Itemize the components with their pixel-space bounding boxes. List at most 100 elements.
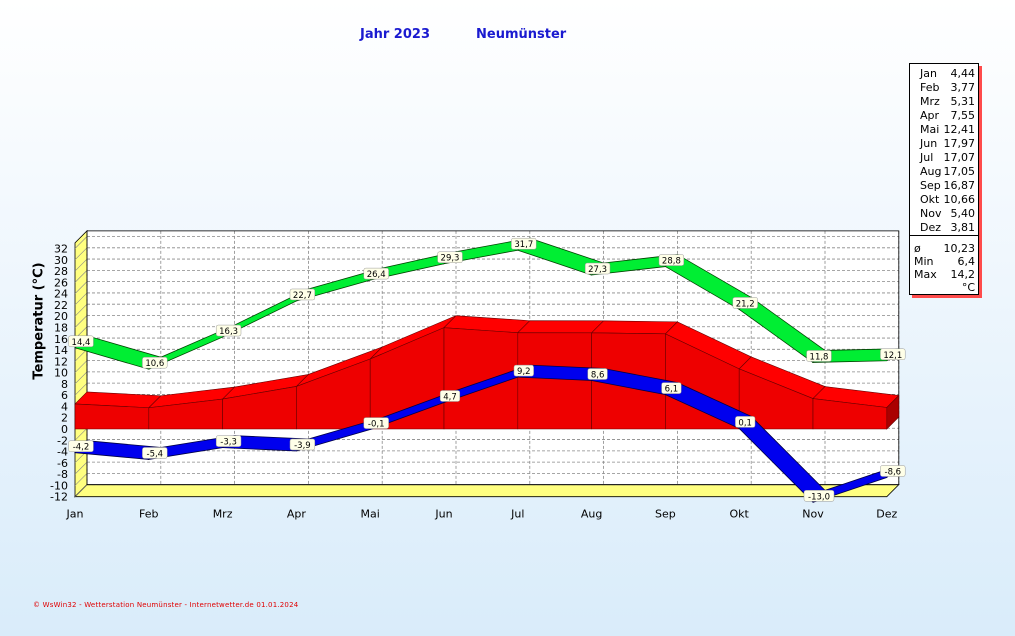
y-tick-label: 0: [61, 423, 68, 436]
max-label-box: [732, 297, 758, 309]
min-label-box: [513, 364, 534, 377]
stat-key: Nov: [920, 207, 942, 220]
stat-key: Jan: [920, 67, 937, 80]
stat-value: 10,66: [943, 193, 976, 206]
y-gridline-depth: [74, 258, 88, 272]
y-tick-label: 8: [61, 378, 68, 391]
stat-row-month: Mai 12,41: [910, 123, 978, 137]
max-label-box: [215, 324, 242, 337]
min-data-label: 8,6: [591, 370, 605, 380]
y-gridline-depth: [74, 303, 88, 317]
y-gridline-depth: [74, 292, 88, 306]
y-tick-label: 12: [54, 355, 68, 368]
min-data-label: -3,3: [220, 438, 237, 448]
y-gridline-depth: [74, 349, 88, 362]
stat-value: 6,4: [957, 255, 976, 268]
stat-key: Mai: [920, 123, 940, 136]
x-tick-label: Dez: [876, 508, 897, 521]
stat-key: Apr: [920, 109, 940, 122]
y-tick-label: 6: [61, 389, 68, 402]
stat-row-summary: Min 6,4: [910, 255, 978, 269]
x-tick-label: Aug: [581, 508, 602, 521]
y-tick-label: -10: [50, 479, 68, 492]
stats-divider: [910, 235, 978, 236]
y-tick-label: 16: [54, 333, 68, 346]
min-label-box: [289, 438, 316, 451]
stat-value: 5,31: [950, 95, 976, 108]
min-label-box: [142, 447, 168, 459]
chart-station-title: Neumünster: [476, 27, 567, 42]
y-gridline-depth: [74, 315, 88, 328]
stat-key: Feb: [920, 81, 940, 94]
y-tick-label: -2: [57, 434, 68, 447]
min-data-label: 9,2: [517, 367, 531, 377]
stat-value: 17,07: [943, 151, 976, 164]
floor: [74, 484, 900, 498]
stat-key: Jul: [920, 151, 934, 164]
data-labels: 14,4 10,6 16,3 22,7 26,4 29,3 31,7 27,3 28,8 21,2…: [68, 237, 906, 502]
stat-row-month: Okt 10,66: [910, 193, 978, 207]
mean-area-front: [74, 403, 150, 430]
y-tick-label: 26: [54, 276, 68, 289]
y-tick-label: 20: [54, 310, 68, 323]
y-tick-label: -12: [50, 491, 68, 504]
x-tick-label: Jan: [66, 508, 84, 521]
stat-row-month: Sep 16,87: [910, 179, 978, 193]
stat-value: °C: [961, 281, 975, 294]
max-data-label: 29,3: [441, 254, 460, 264]
chart-year-title: Jahr 2023: [360, 27, 430, 42]
min-label-box: [803, 490, 835, 502]
max-label-box: [437, 251, 463, 263]
stat-row-month: Feb 3,77: [910, 81, 978, 95]
max-data-label: 11,8: [810, 352, 829, 362]
stat-row-month: Apr 7,55: [910, 109, 978, 123]
mean-area-top: [517, 320, 605, 334]
stat-row-month: Jan 4,44: [910, 67, 978, 81]
min-data-label: -5,4: [147, 449, 164, 459]
min-data-label: 4,7: [443, 392, 457, 402]
max-label-box: [880, 348, 906, 361]
max-data-label: 12,1: [883, 351, 902, 361]
y-gridline-depth: [74, 484, 88, 497]
x-tick-label: Mai: [361, 508, 380, 521]
max-data-label: 21,2: [736, 299, 755, 309]
y-tick-label: 22: [54, 299, 68, 312]
stat-value: 7,55: [950, 109, 976, 122]
mean-area-top: [590, 320, 679, 335]
stat-value: 4,44: [950, 67, 976, 80]
stat-row-unit: °C: [910, 281, 978, 295]
stat-row-summary: Max 14,2: [910, 268, 978, 282]
min-data-label: -13,0: [808, 492, 830, 502]
y-tick-label: 18: [54, 321, 68, 334]
max-label-box: [289, 288, 316, 301]
x-tick-label: Apr: [287, 508, 307, 521]
y-tick-label: -6: [57, 457, 68, 470]
stat-value: 12,41: [943, 123, 976, 136]
min-data-label: -0,1: [368, 420, 385, 430]
x-tick-label: Okt: [730, 508, 750, 521]
stat-key: ø: [914, 242, 921, 255]
stat-row-month: Aug 17,05: [910, 165, 978, 179]
stat-row-summary: ø 10,23: [910, 242, 978, 256]
x-tick-label: Jun: [434, 508, 452, 521]
min-data-label: -8,6: [885, 468, 902, 478]
stat-value: 5,40: [950, 207, 976, 220]
stat-value: 14,2: [950, 268, 976, 281]
min-label-box: [661, 382, 682, 394]
stat-row-month: Jun 17,97: [910, 137, 978, 151]
mean-area-side: [886, 394, 900, 430]
min-data-label: 6,1: [665, 385, 679, 395]
stat-key: Sep: [920, 179, 941, 192]
y-tick-label: 24: [54, 288, 68, 301]
x-tick-label: Feb: [139, 508, 158, 521]
stat-row-month: Jul 17,07: [910, 151, 978, 165]
stat-value: 17,05: [943, 165, 976, 178]
footer-copyright: © WsWin32 - Wetterstation Neumünster - I…: [33, 601, 299, 609]
stat-value: 17,97: [943, 137, 976, 150]
y-gridline-depth: [74, 382, 88, 396]
y-gridline-depth: [74, 360, 88, 373]
max-series: [74, 237, 900, 370]
min-label-box: [735, 416, 756, 428]
stat-key: Max: [914, 268, 937, 281]
y-gridline-depth: [74, 461, 88, 475]
